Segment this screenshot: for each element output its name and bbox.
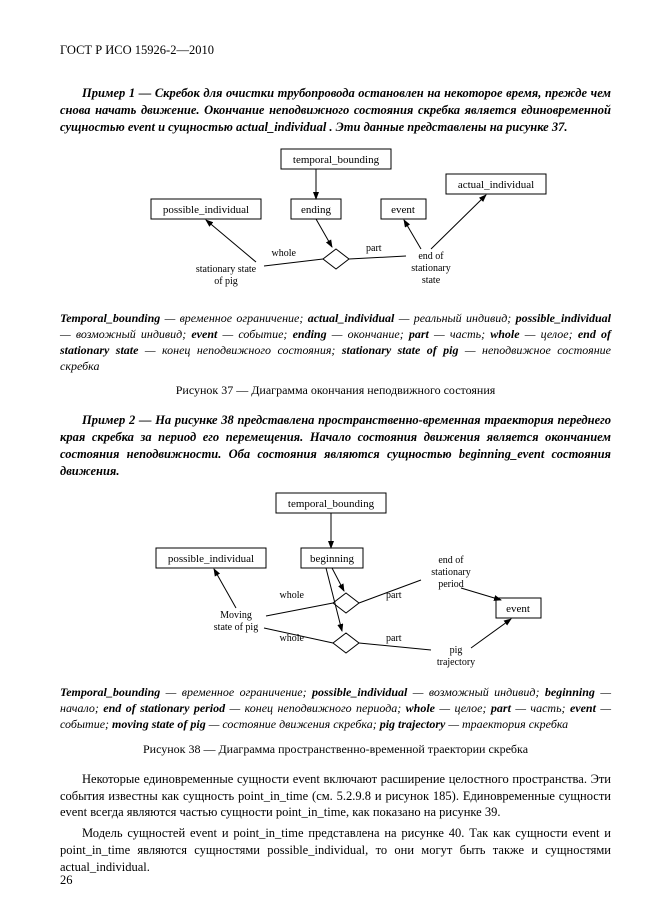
page: ГОСТ Р ИСО 15926-2—2010 Пример 1 — Скреб… — [0, 0, 661, 913]
l38-c: possible_individual — [312, 685, 407, 699]
svg-text:pig: pig — [449, 645, 462, 656]
svg-text:end of: end of — [438, 555, 464, 566]
l37-n: — целое; — [520, 327, 578, 341]
svg-text:state: state — [421, 275, 440, 286]
legend-37: Temporal_bounding — временное ограничени… — [60, 310, 611, 375]
figure-37: temporal_bounding actual_individual poss… — [60, 144, 611, 304]
l37-g: event — [191, 327, 217, 341]
ex2-t2: beginning_event — [459, 447, 544, 461]
l37-b: — временное ограничение; — [160, 311, 307, 325]
l38-b: — временное ограничение; — [160, 685, 312, 699]
ex1-label: Пример 1 — [82, 86, 135, 100]
l37-d: — реальный индивид; — [394, 311, 515, 325]
svg-text:part: part — [366, 243, 382, 254]
l37-f: — возможный индивид; — [60, 327, 191, 341]
l37-l: — часть; — [429, 327, 490, 341]
l38-h: — конец неподвижного периода; — [225, 701, 406, 715]
l38-e: beginning — [545, 685, 595, 699]
page-header: ГОСТ Р ИСО 15926-2—2010 — [60, 42, 611, 59]
svg-text:state of pig: state of pig — [213, 622, 257, 633]
l37-p: — конец неподвижного состояния; — [138, 343, 341, 357]
ex1-t5: . Эти данные представлены на рисунке 37. — [326, 120, 567, 134]
svg-text:possible_individual: possible_individual — [167, 553, 253, 565]
svg-text:event: event — [506, 603, 530, 615]
svg-text:Moving: Moving — [220, 610, 252, 621]
svg-text:actual_individual: actual_individual — [457, 179, 533, 191]
ex1-t4: actual_individual — [236, 120, 326, 134]
svg-text:part: part — [386, 633, 402, 644]
l37-i: ending — [293, 327, 327, 341]
l38-a: Temporal_bounding — [60, 685, 160, 699]
svg-text:stationary state: stationary state — [195, 264, 256, 275]
l37-q: stationary state of pig — [342, 343, 459, 357]
l38-j: — целое; — [435, 701, 491, 715]
example-2: Пример 2 — На рисунке 38 представлена пр… — [60, 412, 611, 480]
svg-text:temporal_bounding: temporal_bounding — [287, 498, 374, 510]
svg-text:beginning: beginning — [310, 553, 354, 565]
svg-text:of pig: of pig — [214, 276, 238, 287]
l37-c: actual_individual — [308, 311, 395, 325]
svg-text:stationary: stationary — [431, 567, 470, 578]
figure-38: temporal_bounding possible_individual be… — [60, 488, 611, 678]
svg-text:ending: ending — [301, 204, 331, 216]
example-1: Пример 1 — Скребок для очистки трубопров… — [60, 85, 611, 136]
l38-k: part — [491, 701, 511, 715]
l38-q: pig trajectory — [380, 717, 446, 731]
svg-text:whole: whole — [279, 590, 304, 601]
body-para-1: Некоторые единовременные сущности event … — [60, 771, 611, 822]
l38-d: — возможный индивид; — [407, 685, 545, 699]
svg-text:possible_individual: possible_individual — [162, 204, 248, 216]
l37-h: — событие; — [217, 327, 292, 341]
l37-k: part — [409, 327, 429, 341]
ex2-label: Пример 2 — [82, 413, 135, 427]
l38-i: whole — [406, 701, 435, 715]
l38-m: event — [570, 701, 596, 715]
svg-text:event: event — [391, 204, 415, 216]
svg-text:period: period — [438, 579, 464, 590]
l37-j: — окончание; — [327, 327, 409, 341]
caption-37: Рисунок 37 — Диаграмма окончания неподви… — [60, 382, 611, 398]
body-para-2: Модель сущностей event и point_in_time п… — [60, 825, 611, 876]
l38-l: — часть; — [511, 701, 570, 715]
svg-text:whole: whole — [271, 248, 296, 259]
l38-g: end of stationary period — [103, 701, 225, 715]
svg-text:temporal_bounding: temporal_bounding — [292, 154, 379, 166]
l38-p: — состояние движения скребка; — [206, 717, 380, 731]
l38-o: moving state of pig — [112, 717, 206, 731]
l37-e: possible_individual — [516, 311, 611, 325]
svg-text:stationary: stationary — [411, 263, 450, 274]
l38-r: — траектория скребка — [445, 717, 568, 731]
legend-38: Temporal_bounding — временное ограничени… — [60, 684, 611, 733]
ex1-t3: и сущностью — [155, 120, 236, 134]
page-number: 26 — [60, 872, 73, 889]
svg-text:end of: end of — [418, 251, 444, 262]
ex1-t2: event — [128, 120, 155, 134]
svg-text:trajectory: trajectory — [436, 657, 474, 668]
l37-a: Temporal_bounding — [60, 311, 160, 325]
l37-m: whole — [490, 327, 519, 341]
svg-text:whole: whole — [279, 633, 304, 644]
caption-38: Рисунок 38 — Диаграмма пространственно-в… — [60, 741, 611, 757]
